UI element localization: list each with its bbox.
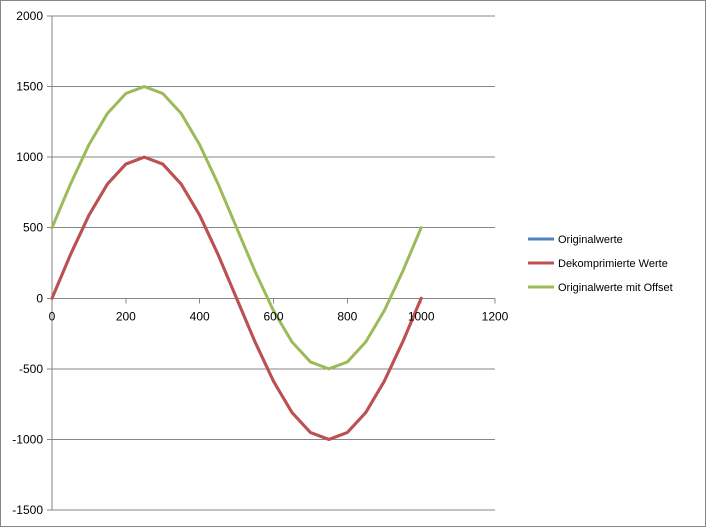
y-tick-label: 2000 [16,9,43,23]
y-tick-label: 1000 [16,150,43,164]
legend-label-2: Originalwerte mit Offset [558,282,673,294]
y-tick-label: -1500 [12,503,43,517]
y-tick-label: -500 [19,362,43,376]
y-tick-label: 1500 [16,80,43,94]
y-tick-label: -1000 [12,432,43,446]
x-tick-label: 0 [49,309,56,323]
legend-label-1: Dekomprimierte Werte [558,258,668,270]
axes [47,15,496,511]
x-tick-label: 1200 [482,309,509,323]
series-line-2 [50,85,423,371]
series-line-1 [50,155,423,441]
x-tick-label: 800 [337,309,357,323]
x-tick-label: 600 [263,309,283,323]
tick-labels: 2000 1500 1000 500 0 -500 -1000 -1500 0 200 400 600… [12,9,508,517]
x-tick-label: 200 [116,309,136,323]
gridlines [52,15,495,511]
y-tick-label: 500 [23,221,43,235]
legend-label-0: Originalwerte [558,234,623,246]
y-tick-label: 0 [36,291,43,305]
x-tick-label: 400 [190,309,210,323]
series-lines [50,85,423,441]
legend: Originalwerte Dekomprimierte Werte Origina… [528,234,673,294]
x-tick-label: 1000 [408,309,435,323]
